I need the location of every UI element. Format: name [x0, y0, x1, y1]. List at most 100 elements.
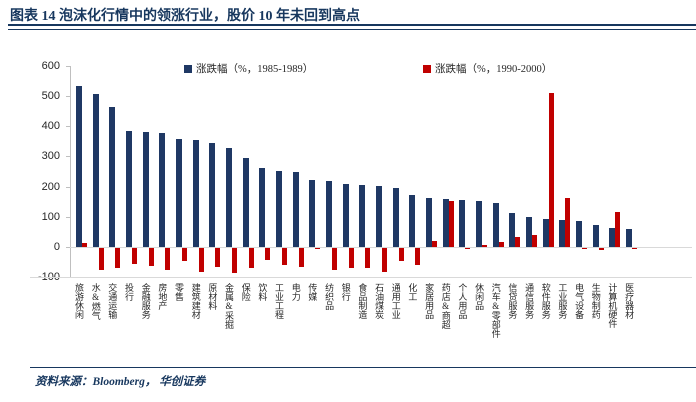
x-axis-label: 银行 [340, 283, 351, 301]
x-axis-label: 饮料 [257, 283, 268, 301]
x-axis-label: 传媒 [307, 283, 318, 301]
bar-1985-1989 [376, 185, 383, 247]
legend-item-1985-1989: 涨跌幅（%，1985-1989） [184, 61, 313, 76]
bar-1985-1989 [209, 143, 216, 247]
bar-1985-1989 [442, 198, 449, 247]
y-tick-label: 0 [53, 240, 60, 253]
bar-1985-1989 [509, 212, 516, 247]
title-underline [8, 24, 696, 30]
x-axis-label: 生物制药 [590, 283, 601, 319]
y-tick-mark [66, 66, 70, 67]
x-axis-label: 信贷服务 [507, 283, 518, 319]
y-axis-line [70, 66, 71, 277]
bar-1990-2000 [98, 247, 104, 271]
bar-1985-1989 [542, 219, 549, 247]
bar-1985-1989 [76, 86, 82, 247]
bar-1990-2000 [265, 247, 271, 261]
bar-1985-1989 [592, 224, 599, 247]
x-axis-label: 旅游休闲 [74, 283, 84, 319]
bar-1985-1989 [492, 203, 499, 247]
x-axis-label: 投行 [124, 283, 134, 301]
bar-1990-2000 [598, 247, 604, 250]
bottom-gridline [30, 277, 692, 278]
zero-gridline [70, 246, 692, 248]
bar-1985-1989 [159, 132, 166, 247]
legend-label-1990-2000: 涨跌幅（%，1990-2000） [435, 64, 553, 75]
x-axis-label: 石油煤炭 [374, 283, 385, 319]
bar-1990-2000 [498, 242, 504, 247]
bar-1985-1989 [242, 157, 249, 247]
source-note: 资料来源：Bloomberg， 华创证券 [35, 376, 206, 388]
bar-1985-1989 [576, 221, 583, 247]
x-axis-label: 休闲品 [474, 283, 485, 310]
bar-1990-2000 [132, 247, 137, 265]
legend-item-1990-2000: 涨跌幅（%，1990-2000） [423, 61, 552, 76]
x-axis-label: 食品制造 [357, 283, 368, 319]
x-axis-label: 通信服务 [524, 283, 535, 319]
y-tick-label: 500 [41, 90, 60, 103]
y-tick-mark [66, 156, 70, 158]
bar-1990-2000 [548, 93, 554, 247]
bar-1990-2000 [182, 247, 187, 261]
bar-1985-1989 [142, 131, 149, 247]
bar-1990-2000 [382, 247, 388, 272]
bar-1990-2000 [115, 247, 121, 269]
x-axis-label: 个人用品 [457, 283, 468, 319]
bar-1990-2000 [365, 247, 371, 269]
bar-1985-1989 [192, 139, 199, 247]
x-axis-label: 电力 [290, 283, 301, 301]
x-axis-label: 化工 [407, 283, 418, 301]
x-axis-label: 纺织品 [324, 283, 335, 310]
x-axis-label: 工业工程 [274, 283, 284, 319]
bar-1990-2000 [432, 240, 438, 247]
y-tick-label: 200 [41, 180, 60, 193]
y-tick-label: 400 [41, 120, 60, 133]
x-axis-label: 原材料 [207, 283, 218, 310]
x-axis-label: 医疗器材 [624, 283, 635, 319]
x-axis-label: 软件服务 [540, 283, 551, 319]
y-tick-label: 100 [41, 210, 60, 223]
bar-1985-1989 [109, 107, 116, 247]
bar-1985-1989 [326, 181, 333, 247]
x-axis-label: 房地产 [157, 283, 168, 310]
bar-1985-1989 [526, 217, 533, 247]
x-axis-label: 计算机硬件 [607, 283, 618, 328]
y-tick-label: 600 [41, 60, 60, 72]
x-axis-label: 汽车&零部件 [490, 283, 501, 338]
legend-label-1985-1989: 涨跌幅（%，1985-1989） [196, 64, 314, 75]
bar-1985-1989 [342, 184, 349, 247]
bar-1990-2000 [298, 247, 304, 267]
bar-1985-1989 [359, 184, 366, 247]
y-tick-mark [66, 246, 70, 248]
y-tick-mark [66, 96, 70, 98]
x-axis-label: 药店&商超 [440, 283, 451, 329]
y-tick-mark [66, 186, 70, 188]
bar-1985-1989 [476, 201, 483, 247]
bar-1985-1989 [392, 187, 399, 247]
figure-title: 图表 14 泡沫化行情中的领涨行业，股价 10 年未回到高点 [10, 9, 360, 24]
x-axis-label: 电气设备 [574, 283, 585, 319]
bar-1985-1989 [409, 195, 416, 247]
bar-1985-1989 [626, 228, 633, 247]
bar-1985-1989 [426, 197, 433, 247]
bar-1985-1989 [459, 200, 466, 247]
x-axis-label: 建筑建材 [190, 283, 201, 319]
bar-1990-2000 [232, 247, 237, 273]
bar-1990-2000 [632, 247, 638, 249]
bar-1990-2000 [198, 247, 204, 272]
bar-1985-1989 [176, 138, 182, 247]
bar-1990-2000 [165, 247, 171, 271]
bar-1990-2000 [615, 212, 621, 247]
bar-1990-2000 [315, 247, 321, 249]
bar-1990-2000 [415, 247, 421, 265]
y-tick-mark [66, 126, 70, 128]
x-axis-label: 通用工业 [390, 283, 401, 319]
x-axis-label: 零售 [174, 283, 184, 301]
x-axis-label: 水&燃气 [90, 283, 101, 320]
x-axis-label: 工业服务 [557, 283, 568, 319]
bar-1985-1989 [559, 219, 566, 247]
bar-1990-2000 [582, 247, 588, 249]
legend-swatch-red [423, 64, 431, 73]
